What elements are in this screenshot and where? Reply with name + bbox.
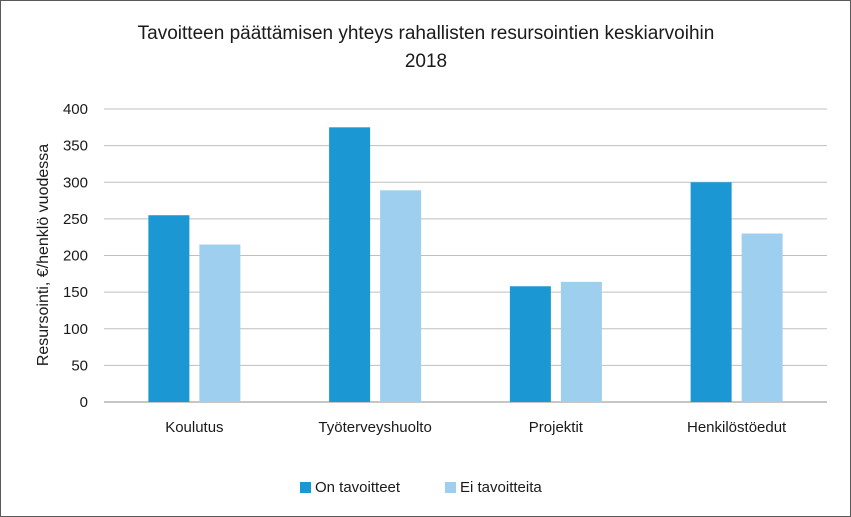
y-tick-label: 50 (71, 357, 88, 374)
x-tick-label: Henkilöstöedut (687, 419, 787, 436)
y-tick-label: 100 (63, 321, 88, 338)
bar (380, 190, 422, 402)
y-tick-label: 300 (63, 174, 88, 191)
bar (148, 215, 190, 402)
y-tick-label: 0 (80, 394, 88, 411)
bar (690, 182, 732, 402)
y-tick-label: 350 (63, 138, 88, 155)
chart-subtitle: 2018 (405, 51, 447, 72)
y-tick-label: 400 (63, 101, 88, 118)
y-tick-label: 200 (63, 248, 88, 265)
y-tick-label: 250 (63, 211, 88, 228)
bar (560, 281, 602, 402)
bar (329, 127, 371, 402)
legend: On tavoitteet Ei tavoitteita (300, 479, 542, 496)
legend-swatch (445, 482, 456, 493)
x-tick-label: Koulutus (165, 419, 223, 436)
legend-label: Ei tavoitteita (460, 479, 542, 496)
bar (199, 244, 241, 402)
y-tick-label: 150 (63, 284, 88, 301)
legend-label: On tavoitteet (315, 479, 401, 496)
x-tick-label: Projektit (529, 419, 584, 436)
bars (148, 127, 783, 402)
bar (741, 233, 783, 402)
y-axis-label: Resursointi, €/henklö vuodessa (35, 144, 52, 366)
bar (509, 286, 551, 402)
x-tick-label: Työterveyshuolto (318, 419, 431, 436)
y-axis-ticks: 0 50 100 150 200 250 300 350 400 (63, 101, 88, 411)
x-axis-ticks: Koulutus Työterveyshuolto Projektit Henkilö… (165, 419, 787, 436)
legend-swatch (300, 482, 311, 493)
chart-title: Tavoitteen päättämisen yhteys rahalliste… (138, 23, 715, 44)
